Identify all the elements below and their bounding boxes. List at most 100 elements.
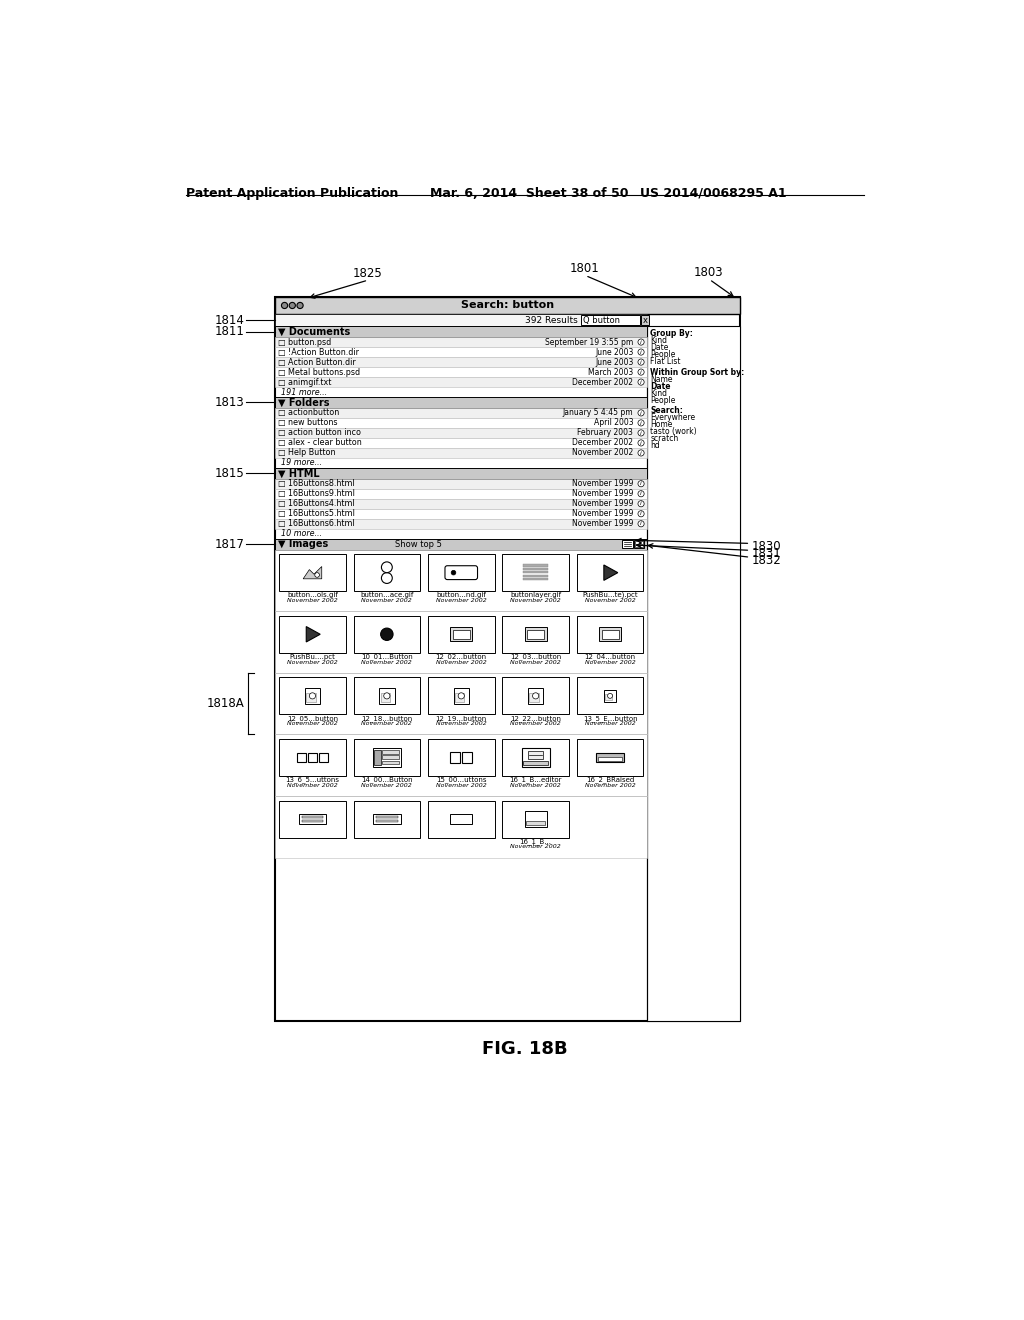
Text: 1832: 1832 [752, 554, 781, 568]
Bar [353, 554, 420, 591]
Bar [634, 540, 644, 548]
Bar [462, 752, 472, 763]
Text: 13_6_5...uttons: 13_6_5...uttons [286, 776, 339, 784]
Text: i: i [640, 370, 642, 375]
Text: □ Help Button: □ Help Button [278, 449, 335, 458]
Bar [382, 750, 399, 754]
Text: Group By:: Group By: [650, 330, 693, 338]
Text: i: i [640, 360, 642, 364]
Text: i: i [640, 380, 642, 385]
Bar [527, 630, 544, 639]
Bar [503, 677, 569, 714]
Bar [275, 611, 647, 673]
Text: December 2002: December 2002 [572, 438, 633, 447]
Circle shape [638, 500, 644, 507]
Circle shape [289, 302, 295, 309]
Text: i: i [640, 411, 642, 416]
Bar [451, 814, 472, 824]
Text: i: i [640, 339, 642, 345]
Bar [647, 326, 740, 1020]
Bar [275, 297, 740, 314]
Circle shape [452, 570, 456, 576]
Text: 191 more...: 191 more... [282, 388, 328, 396]
Bar [503, 800, 569, 838]
Text: □ 16Buttons6.html: □ 16Buttons6.html [278, 519, 354, 528]
Text: Name: Name [650, 375, 673, 384]
Circle shape [638, 420, 644, 426]
Text: i: i [640, 450, 642, 455]
Text: 1830: 1830 [752, 540, 781, 553]
Bar [635, 541, 639, 544]
Bar [526, 821, 545, 825]
Text: November 2002: November 2002 [585, 660, 636, 665]
Text: June 2003: June 2003 [595, 347, 633, 356]
Bar [275, 447, 647, 458]
Text: ▼ Documents: ▼ Documents [279, 326, 350, 337]
Circle shape [607, 693, 612, 698]
Text: April 2003: April 2003 [594, 418, 633, 428]
Text: x: x [642, 315, 647, 325]
Text: 15_00...uttons: 15_00...uttons [436, 776, 486, 784]
Circle shape [309, 693, 315, 700]
Text: November 1999: November 1999 [572, 510, 633, 519]
Text: November 2002: November 2002 [510, 598, 561, 603]
Circle shape [314, 573, 319, 577]
Bar [523, 564, 548, 566]
Text: FIG. 18B: FIG. 18B [482, 1040, 567, 1059]
Text: November 1999: November 1999 [572, 499, 633, 508]
Circle shape [638, 348, 644, 355]
Text: □ alex - clear button: □ alex - clear button [278, 438, 361, 447]
Bar [280, 677, 346, 714]
Bar [503, 554, 569, 591]
Text: Within Group Sort by:: Within Group Sort by: [650, 368, 744, 376]
Text: Date: Date [650, 343, 669, 352]
Bar [524, 812, 547, 826]
Bar [623, 540, 633, 548]
Text: □ animgif.txt: □ animgif.txt [278, 378, 331, 387]
Text: Show top 5: Show top 5 [395, 540, 442, 549]
Bar [428, 739, 495, 776]
Text: November 2002: November 2002 [436, 721, 486, 726]
Text: 1811: 1811 [214, 325, 245, 338]
Bar [379, 688, 394, 704]
Bar [528, 751, 544, 759]
Circle shape [638, 491, 644, 496]
Text: □ 16Buttons8.html: □ 16Buttons8.html [278, 479, 354, 488]
Bar [275, 549, 647, 611]
Bar [528, 688, 544, 704]
Text: 1815: 1815 [214, 467, 245, 480]
Text: 1801: 1801 [569, 263, 599, 276]
Text: November 2002: November 2002 [361, 721, 413, 726]
Bar [275, 347, 647, 358]
Text: 10_01...Button: 10_01...Button [361, 653, 413, 660]
Bar [275, 428, 647, 438]
Bar [275, 297, 740, 1020]
Bar [275, 469, 647, 479]
Text: US 2014/0068295 A1: US 2014/0068295 A1 [640, 187, 786, 199]
Bar [275, 479, 647, 488]
Text: November 2002: November 2002 [287, 783, 338, 788]
Text: PushBu...te).pct: PushBu...te).pct [583, 591, 638, 598]
Bar [524, 627, 547, 642]
Bar [275, 314, 647, 326]
Text: □ 16Buttons9.html: □ 16Buttons9.html [278, 490, 354, 498]
Text: 16_2_BRaised: 16_2_BRaised [586, 776, 634, 784]
Text: 14_00...Button: 14_00...Button [361, 776, 413, 784]
Text: 16_1_B...: 16_1_B... [519, 838, 552, 845]
Polygon shape [604, 565, 617, 581]
Bar [577, 615, 643, 653]
Bar [275, 326, 647, 337]
Bar [521, 748, 550, 767]
FancyBboxPatch shape [445, 566, 477, 579]
Text: buttonlayer.gif: buttonlayer.gif [510, 591, 561, 598]
Text: □ 16Buttons5.html: □ 16Buttons5.html [278, 510, 354, 519]
Bar [503, 739, 569, 776]
Bar [373, 814, 400, 824]
Bar [605, 694, 611, 701]
Polygon shape [306, 627, 321, 642]
Text: November 2002: November 2002 [361, 598, 413, 603]
Circle shape [381, 562, 392, 573]
Text: i: i [640, 430, 642, 436]
Bar [306, 693, 315, 702]
Bar [376, 820, 397, 822]
